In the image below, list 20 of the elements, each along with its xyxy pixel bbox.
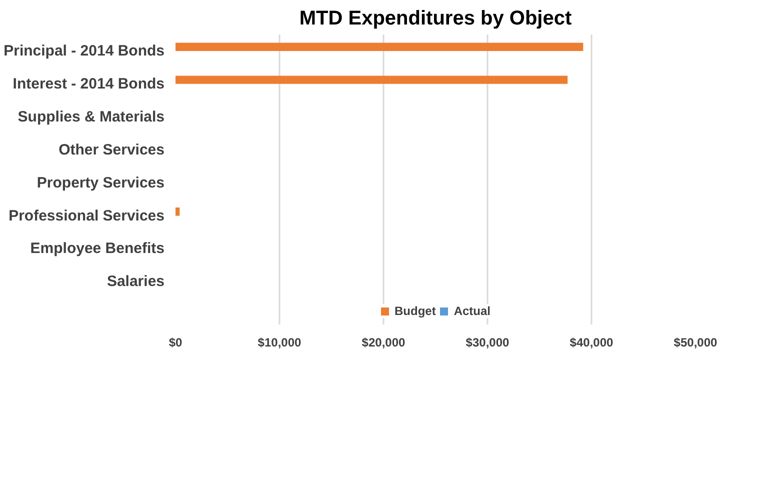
y-tick-label: Professional Services [8, 207, 165, 224]
x-tick-label: $30,000 [466, 336, 510, 350]
chart-title: MTD Expenditures by Object [299, 8, 572, 30]
x-tick-label: $10,000 [258, 336, 302, 350]
y-tick-label: Principal - 2014 Bonds [4, 42, 165, 60]
legend-label: Budget [394, 304, 436, 318]
y-tick-label: Salaries [106, 273, 164, 290]
y-tick-label: Property Services [36, 174, 165, 192]
x-tick-label: $0 [168, 336, 182, 350]
x-tick-label: $20,000 [362, 336, 406, 350]
x-tick-label: $40,000 [570, 336, 614, 350]
y-tick-label: Other Services [58, 141, 165, 158]
y-tick-label: Supplies & Materials [18, 108, 165, 126]
bar [176, 208, 180, 216]
legend-label: Actual [454, 304, 491, 318]
y-tick-label: Employee Benefits [30, 240, 165, 258]
x-tick-label: $50,000 [674, 336, 718, 350]
bar [176, 42, 584, 51]
bar [176, 76, 568, 84]
y-tick-label: Interest - 2014 Bonds [12, 75, 165, 92]
